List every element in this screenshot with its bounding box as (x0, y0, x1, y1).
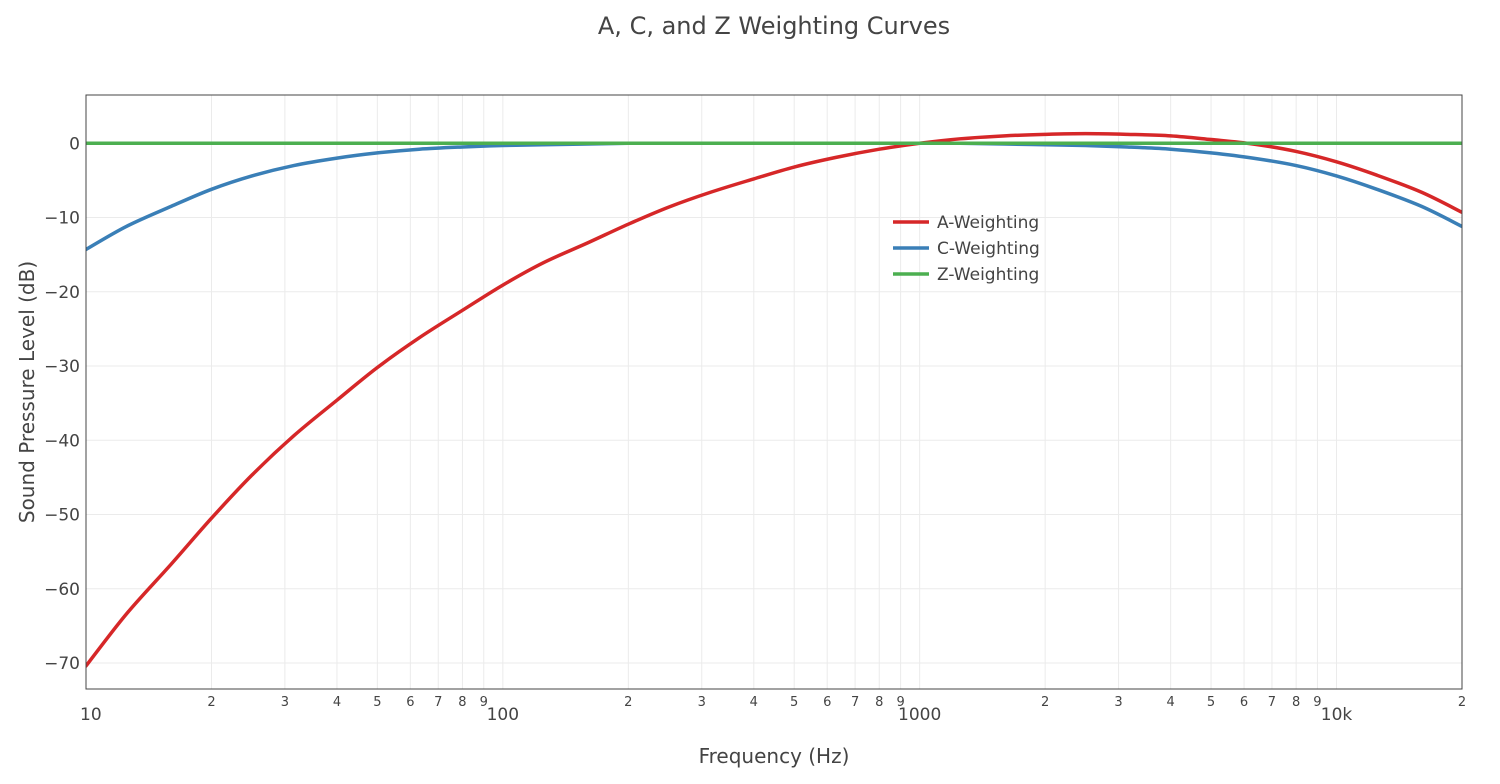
x-tick-label-minor: 2 (1041, 695, 1049, 710)
legend: A-Weighting C-Weighting Z-Weighting (893, 213, 1040, 285)
grid (85, 95, 1463, 689)
y-tick-label: −50 (44, 506, 80, 526)
x-tick-label-major: 1000 (898, 705, 941, 725)
x-tick-label-minor: 4 (333, 695, 341, 710)
x-tick-label-minor: 7 (434, 695, 442, 710)
y-tick-label: −20 (44, 283, 80, 303)
x-tick-label-minor: 5 (373, 695, 381, 710)
x-tick-label-minor: 5 (1207, 695, 1215, 710)
x-tick-label-minor: 3 (1114, 695, 1122, 710)
legend-label-c-weighting: C-Weighting (937, 239, 1040, 259)
x-tick-label-minor: 7 (851, 695, 859, 710)
x-tick-label-major: 10 (80, 705, 102, 725)
legend-label-z-weighting: Z-Weighting (937, 265, 1039, 285)
x-tick-label-major: 10k (1321, 705, 1353, 725)
y-tick-label: −70 (44, 654, 80, 674)
x-tick-label-minor: 6 (823, 695, 831, 710)
x-tick-label-minor: 2 (624, 695, 632, 710)
x-tick-label-major: 100 (487, 705, 519, 725)
x-tick-label-minor: 3 (698, 695, 706, 710)
y-tick-label: −10 (44, 209, 80, 229)
x-tick-label-minor: 5 (790, 695, 798, 710)
x-tick-label-minor: 9 (480, 695, 488, 710)
y-tick-label: −60 (44, 580, 80, 600)
y-tick-label: 0 (69, 134, 80, 154)
x-tick-label-minor: 4 (750, 695, 758, 710)
y-tick-label: −40 (44, 431, 80, 451)
y-axis-ticks: 0 −10 −20 −30 −40 −50 −60 −70 (44, 134, 80, 674)
x-tick-label-minor: 4 (1167, 695, 1175, 710)
y-tick-label: −30 (44, 357, 80, 377)
x-tick-label-minor: 6 (406, 695, 414, 710)
series-line-a-weighting (86, 131, 1462, 668)
y-axis-title: Sound Pressure Level (dB) (15, 261, 39, 523)
x-tick-label-minor: 8 (1292, 695, 1300, 710)
x-tick-label-minor: 8 (875, 695, 883, 710)
x-tick-label-minor: 2 (207, 695, 215, 710)
plot-frame (85, 94, 1463, 690)
x-tick-label-minor: 3 (281, 695, 289, 710)
series-line-c-weighting (86, 141, 1462, 252)
x-axis-title: Frequency (Hz) (699, 744, 850, 768)
chart-title: A, C, and Z Weighting Curves (598, 12, 950, 40)
legend-label-a-weighting: A-Weighting (937, 213, 1039, 233)
x-tick-label-minor: 9 (896, 695, 904, 710)
x-tick-label-minor: 6 (1240, 695, 1248, 710)
x-tick-label-minor: 9 (1313, 695, 1321, 710)
x-tick-label-minor: 7 (1268, 695, 1276, 710)
series-layer (86, 131, 1462, 668)
x-tick-label-minor: 2 (1458, 695, 1466, 710)
x-tick-label-minor: 8 (458, 695, 466, 710)
